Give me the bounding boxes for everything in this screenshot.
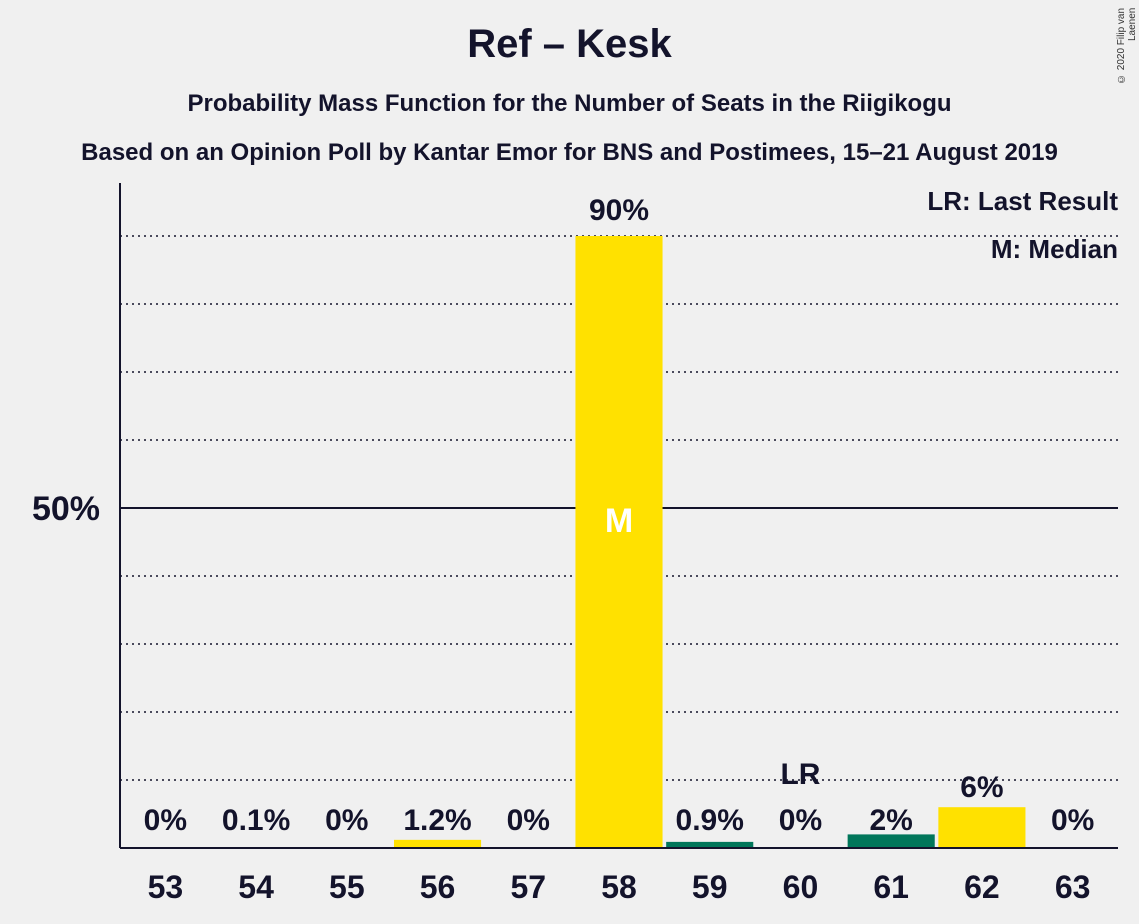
data-label-59: 0.9%: [676, 804, 744, 837]
x-tick-62: 62: [964, 869, 1000, 905]
x-tick-55: 55: [329, 869, 365, 905]
data-label-58: 90%: [589, 194, 649, 227]
bar-58: [575, 236, 663, 848]
data-label-56: 1.2%: [403, 804, 471, 837]
data-label-57: 0%: [507, 804, 550, 837]
gridlines: 50%: [32, 235, 1118, 781]
data-label-55: 0%: [325, 804, 368, 837]
x-tick-labels: 53 54 55 56 57 58 59 60 61 62 63: [148, 869, 1091, 905]
x-tick-60: 60: [783, 869, 819, 905]
axes: [119, 183, 1118, 849]
legend-last-result: LR: Last Result: [927, 186, 1118, 216]
bars: [212, 236, 1026, 848]
x-tick-54: 54: [238, 869, 274, 905]
data-labels: 0% 0.1% 0% 1.2% 0% 90% M 0.9% 0% LR 2% 6% 0%: [144, 194, 1095, 837]
x-tick-61: 61: [873, 869, 909, 905]
bar-59: [666, 841, 754, 848]
chart-subtitle: Probability Mass Function for the Number…: [187, 90, 952, 117]
data-label-63: 0%: [1051, 804, 1094, 837]
legend-median: M: Median: [991, 234, 1118, 264]
data-label-54: 0.1%: [222, 804, 290, 837]
x-tick-56: 56: [420, 869, 456, 905]
data-label-53: 0%: [144, 804, 187, 837]
median-marker: M: [605, 502, 633, 540]
bar-62: [938, 807, 1026, 848]
x-tick-58: 58: [601, 869, 637, 905]
y-tick-label: 50%: [32, 490, 100, 528]
x-tick-59: 59: [692, 869, 728, 905]
bar-61: [847, 834, 935, 848]
x-tick-57: 57: [510, 869, 546, 905]
data-label-60: 0%: [779, 804, 822, 837]
x-tick-63: 63: [1055, 869, 1091, 905]
x-tick-53: 53: [148, 869, 184, 905]
data-label-61: 2%: [870, 804, 913, 837]
last-result-marker: LR: [780, 758, 820, 791]
chart-subtitle-source: Based on an Opinion Poll by Kantar Emor …: [81, 139, 1058, 166]
data-label-62: 6%: [960, 771, 1003, 804]
bar-56: [393, 839, 482, 848]
chart-title: Ref – Kesk: [467, 22, 672, 66]
